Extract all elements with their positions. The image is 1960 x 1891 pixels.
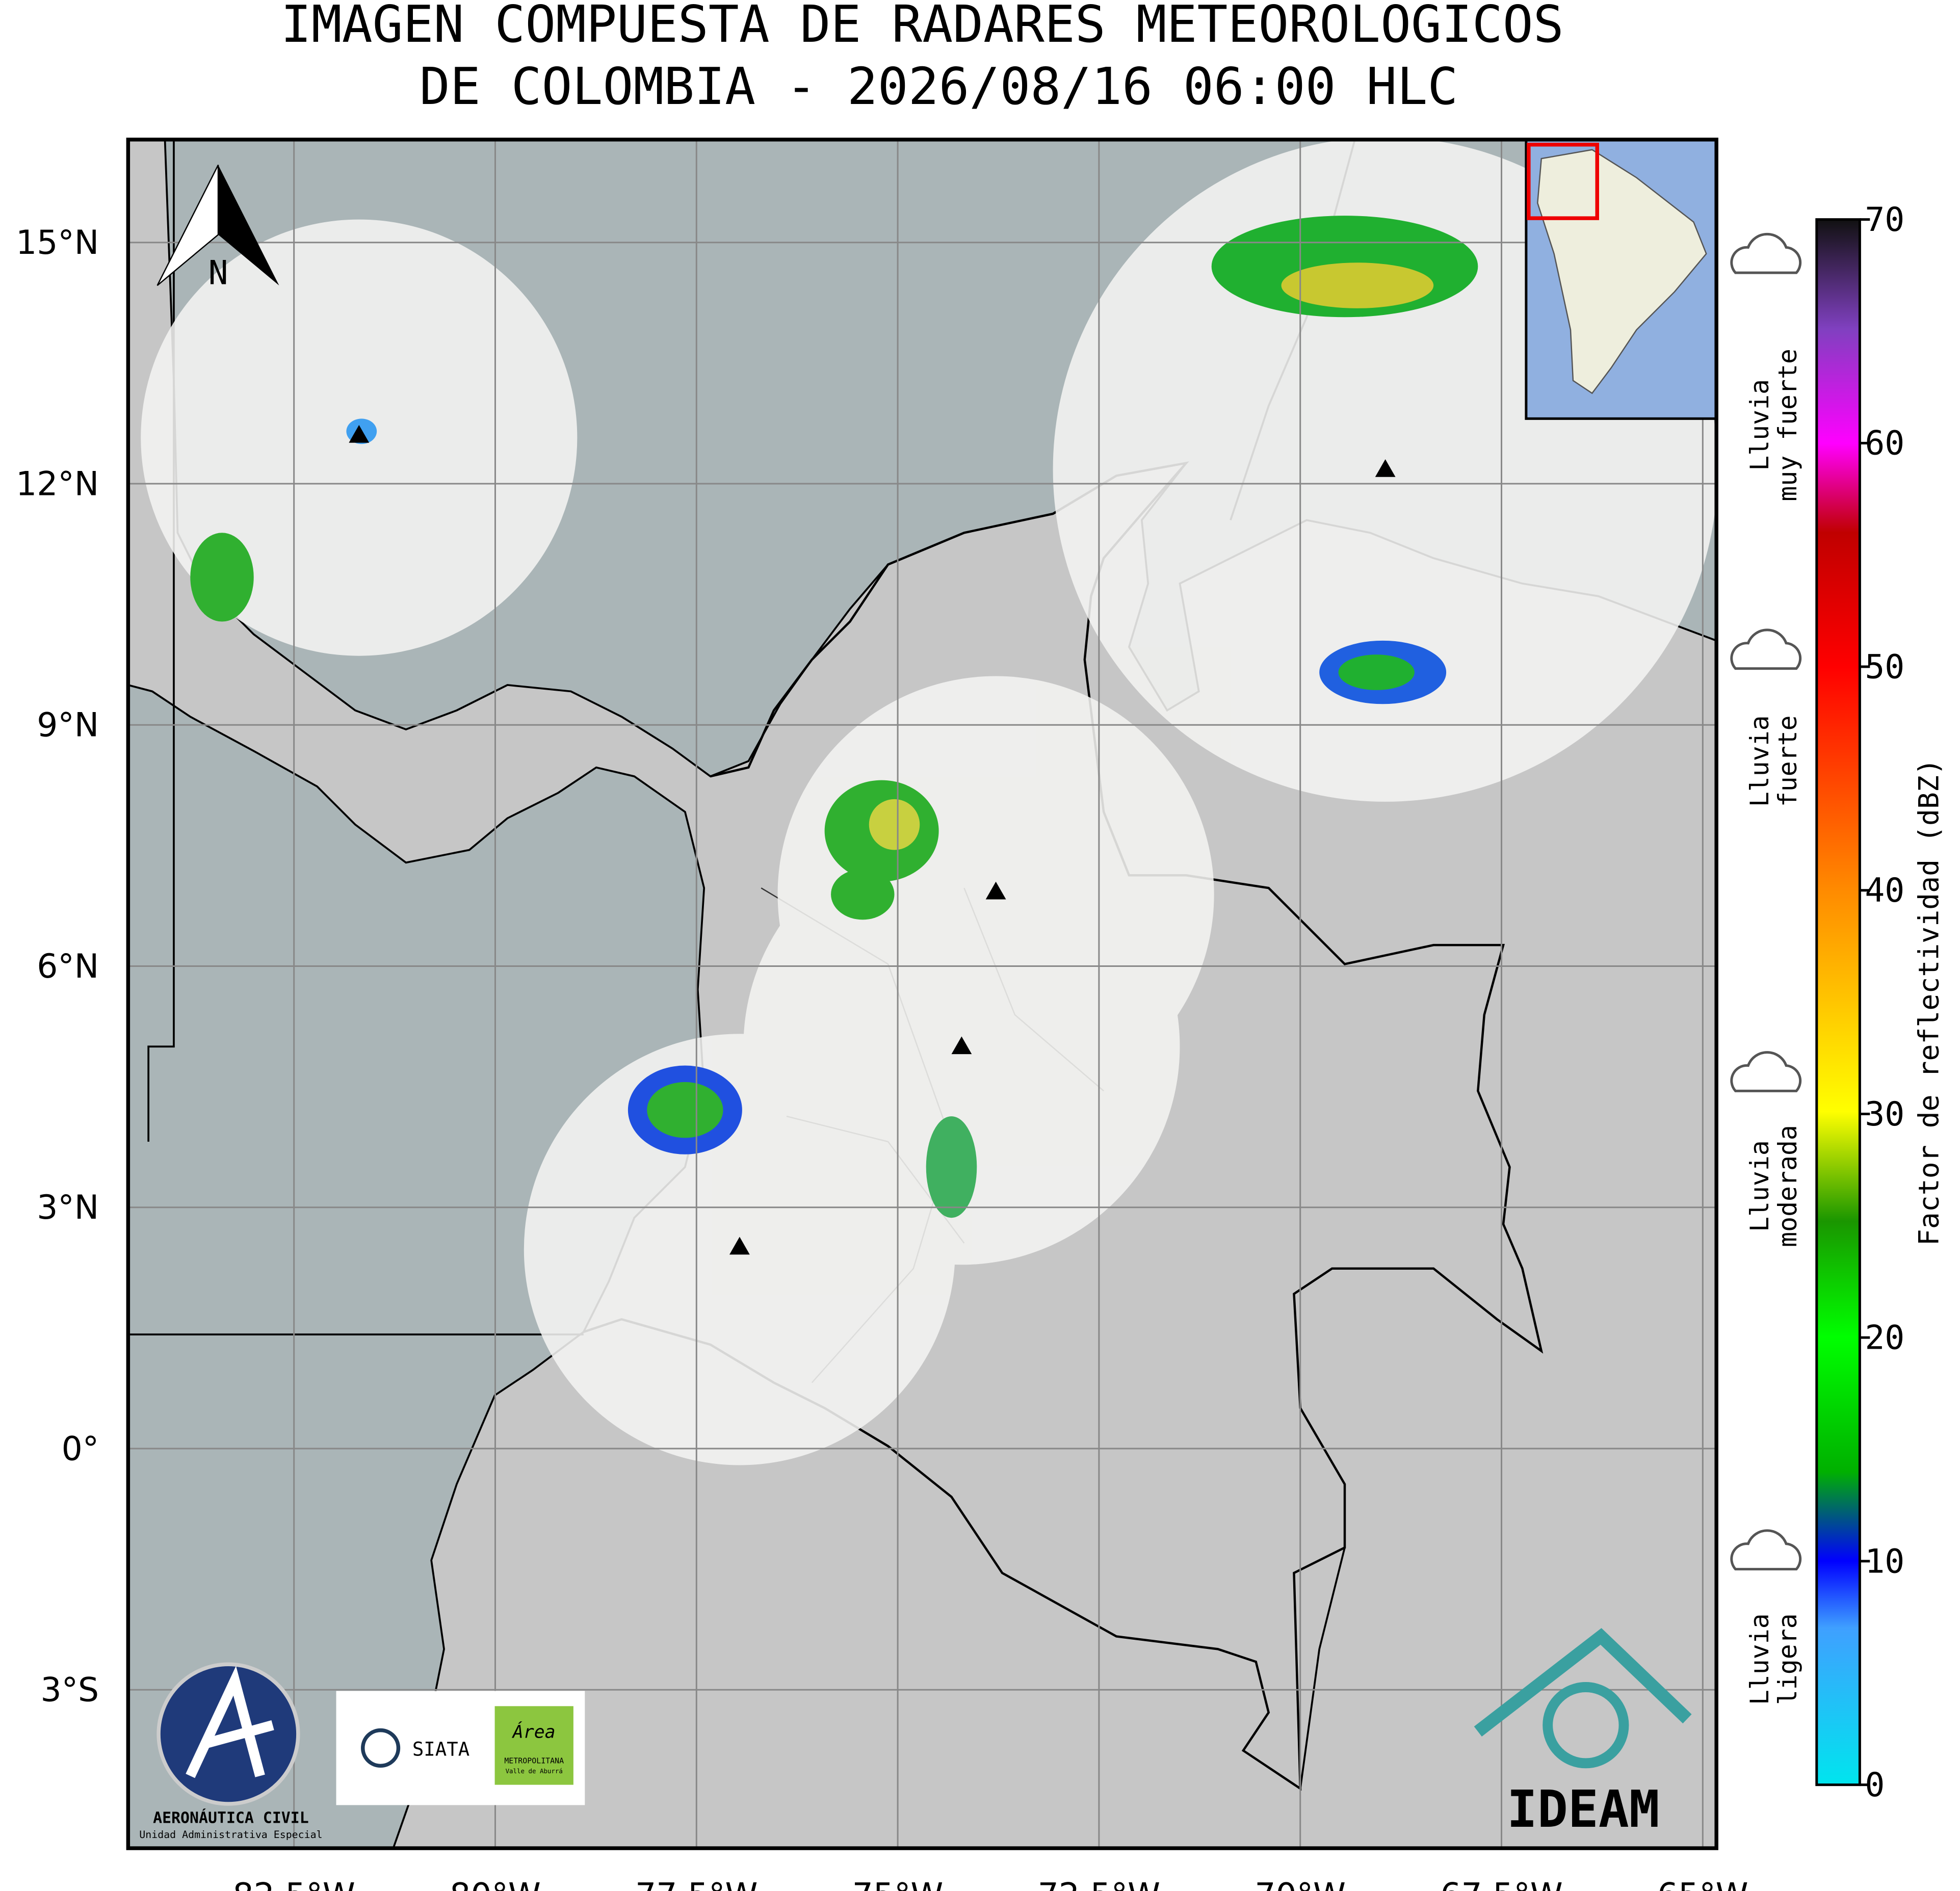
ideam-swirl <box>1543 1682 1629 1769</box>
x-tick-label: 72.5°W <box>1038 1877 1160 1891</box>
x-tick-label: 77.5°W <box>635 1877 757 1891</box>
inset-continent <box>1537 149 1707 395</box>
rain-level-label: Lluvia <box>1745 1613 1774 1705</box>
colorbar-tick-label: 20 <box>1865 1319 1904 1357</box>
echo <box>831 869 895 920</box>
area-text: Valle de Aburrá <box>506 1767 563 1775</box>
axis-ticks: 82.5°W 80°W 77.5°W 75°W 72.5°W 70°W 67.5°W 65°W… <box>16 201 1904 1891</box>
echo <box>1281 262 1434 308</box>
colorbar-tick-label: 40 <box>1865 872 1904 910</box>
rain-level-label: moderada <box>1773 1125 1802 1247</box>
colorbar-tick-label: 0 <box>1865 1766 1885 1804</box>
x-tick-label: 82.5°W <box>233 1877 355 1891</box>
cloud-icon <box>1730 628 1802 670</box>
inset-map <box>1525 139 1717 420</box>
inset-highlight <box>1527 143 1599 220</box>
rain-level-label: ligera <box>1773 1613 1802 1705</box>
y-tick-label: 3°N <box>37 1189 99 1227</box>
cloud-icon <box>1730 1051 1802 1092</box>
map-frame <box>126 138 1718 1850</box>
aerocivil-a <box>186 1666 274 1778</box>
siata-sun <box>361 1728 401 1768</box>
x-tick-label: 75°W <box>852 1877 944 1891</box>
logo-ideam: IDEAM <box>1474 1628 1692 1839</box>
ideam-text: IDEAM <box>1507 1780 1660 1839</box>
title-line: DE COLOMBIA - 2026/08/16 06:00 HLC <box>420 58 1458 116</box>
y-tick-label: 0° <box>62 1430 99 1468</box>
echo <box>190 533 254 622</box>
colorbar-tick-label: 10 <box>1865 1542 1904 1581</box>
y-tick-label: 15°N <box>16 224 99 262</box>
rain-level-label: Lluvia <box>1745 1140 1774 1232</box>
colorbar-tick-label: 30 <box>1865 1095 1904 1134</box>
cloud-icon <box>1730 232 1802 274</box>
siata-text: SIATA <box>412 1738 469 1760</box>
logo-aerocivil: AERONÁUTICA CIVIL Unidad Administrativa … <box>139 1662 323 1841</box>
colorbar-tick-label: 50 <box>1865 648 1904 686</box>
colorbar-label: Factor de reflectividad (dBZ) <box>1913 758 1945 1246</box>
north-label: N <box>208 254 228 293</box>
colorbar-tick-label: 70 <box>1865 201 1904 239</box>
y-tick-label: 12°N <box>16 465 99 503</box>
area-text: METROPOLITANA <box>504 1756 564 1765</box>
area-text: Área <box>512 1721 556 1743</box>
echo <box>869 799 920 850</box>
y-tick-label: 6°N <box>37 948 99 986</box>
echo <box>647 1082 723 1138</box>
colorbar-tick-label: 60 <box>1865 425 1904 463</box>
x-tick-label: 65°W <box>1657 1877 1748 1891</box>
grid <box>128 139 1717 1849</box>
x-tick-label: 80°W <box>450 1877 541 1891</box>
x-tick-label: 67.5°W <box>1440 1877 1562 1891</box>
rain-level-label: Lluvia <box>1745 715 1774 807</box>
y-tick-label: 3°S <box>41 1671 99 1710</box>
x-tick-label: 70°W <box>1255 1877 1346 1891</box>
rain-level-label: muy fuerte <box>1773 349 1802 502</box>
title-line: IMAGEN COMPUESTA DE RADARES METEOROLOGIC… <box>281 0 1564 54</box>
ideam-roof <box>1474 1628 1692 1737</box>
cloud-icon <box>1730 1529 1802 1571</box>
colorbar <box>1815 218 1861 1787</box>
rain-level-label: fuerte <box>1773 715 1802 807</box>
map-area: N AERONÁUTICA CIVIL Unidad Administrativ… <box>128 139 1717 1849</box>
y-tick-label: 9°N <box>37 706 99 745</box>
logo-siata-area: SIATA Área METROPOLITANA Valle de Aburrá <box>336 1691 585 1805</box>
echo <box>926 1116 977 1218</box>
rain-level-label: Lluvia <box>1745 379 1774 471</box>
aerocivil-name: AERONÁUTICA CIVIL <box>153 1808 309 1827</box>
echo <box>1338 654 1415 690</box>
aerocivil-sub: Unidad Administrativa Especial <box>139 1829 322 1841</box>
area-square <box>494 1706 573 1785</box>
